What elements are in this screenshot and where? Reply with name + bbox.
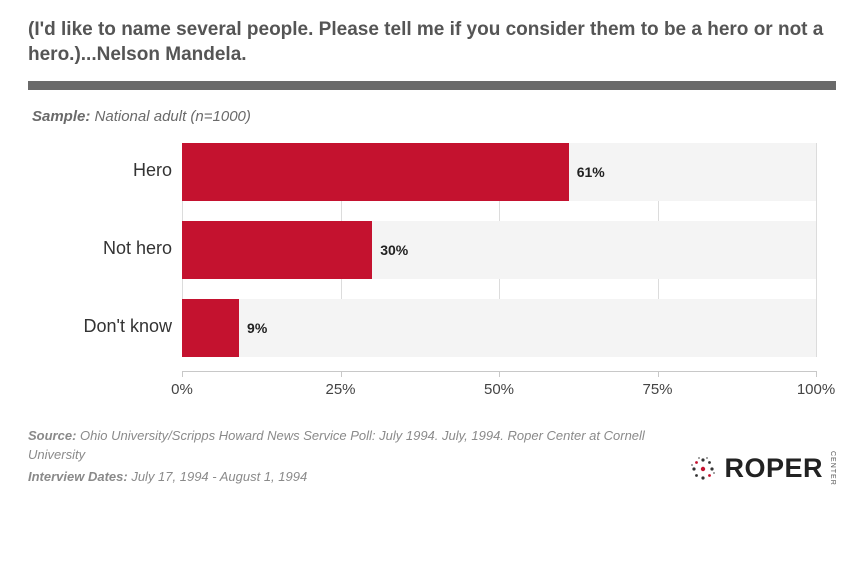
logo-icon	[688, 454, 718, 484]
x-axis: 0%25%50%75%100%	[182, 371, 816, 407]
roper-logo: ROPER CENTER	[688, 451, 836, 486]
bar-row: 9%	[182, 299, 816, 357]
source-value: Ohio University/Scripps Howard News Serv…	[28, 428, 645, 461]
axis-tick	[816, 371, 817, 377]
axis-tick	[499, 371, 500, 377]
logo-text: ROPER	[724, 453, 823, 484]
bar-row: 30%	[182, 221, 816, 279]
source-line: Source: Ohio University/Scripps Howard N…	[28, 427, 688, 463]
dates-value: July 17, 1994 - August 1, 1994	[131, 469, 307, 484]
sample-value: National adult (n=1000)	[95, 108, 251, 125]
plot-area: 61% 30% 9%	[182, 143, 816, 357]
bar-value-label: 30%	[380, 242, 408, 258]
axis-tick	[182, 371, 183, 377]
axis-tick-label: 75%	[642, 381, 672, 398]
axis-tick	[658, 371, 659, 377]
axis-tick-label: 25%	[325, 381, 355, 398]
category-label: Hero	[32, 160, 172, 181]
bar-fill	[182, 143, 569, 201]
question-text: (I'd like to name several people. Please…	[28, 18, 836, 67]
category-label: Don't know	[32, 316, 172, 337]
sample-label: Sample:	[32, 108, 90, 125]
bar-value-label: 9%	[247, 320, 267, 336]
dates-label: Interview Dates:	[28, 469, 128, 484]
dates-line: Interview Dates: July 17, 1994 - August …	[28, 468, 688, 486]
source-label: Source:	[28, 428, 76, 443]
axis-tick-label: 100%	[797, 381, 835, 398]
sample-line: Sample: National adult (n=1000)	[32, 108, 836, 125]
logo-subtext: CENTER	[829, 451, 836, 486]
axis-tick-label: 0%	[171, 381, 193, 398]
bar-row: 61%	[182, 143, 816, 201]
category-label: Not hero	[32, 238, 172, 259]
bar-chart: 61% 30% 9% 0% 25% 50% 75% 100% Hero Not hero Don…	[32, 143, 836, 407]
bar-background	[182, 299, 816, 357]
axis-tick-label: 50%	[484, 381, 514, 398]
gridline	[816, 143, 817, 357]
bar-value-label: 61%	[577, 164, 605, 180]
divider-bar	[28, 81, 836, 90]
footer-text: Source: Ohio University/Scripps Howard N…	[28, 427, 688, 486]
footer: Source: Ohio University/Scripps Howard N…	[28, 427, 836, 486]
axis-tick	[341, 371, 342, 377]
bar-fill	[182, 299, 239, 357]
bar-fill	[182, 221, 372, 279]
